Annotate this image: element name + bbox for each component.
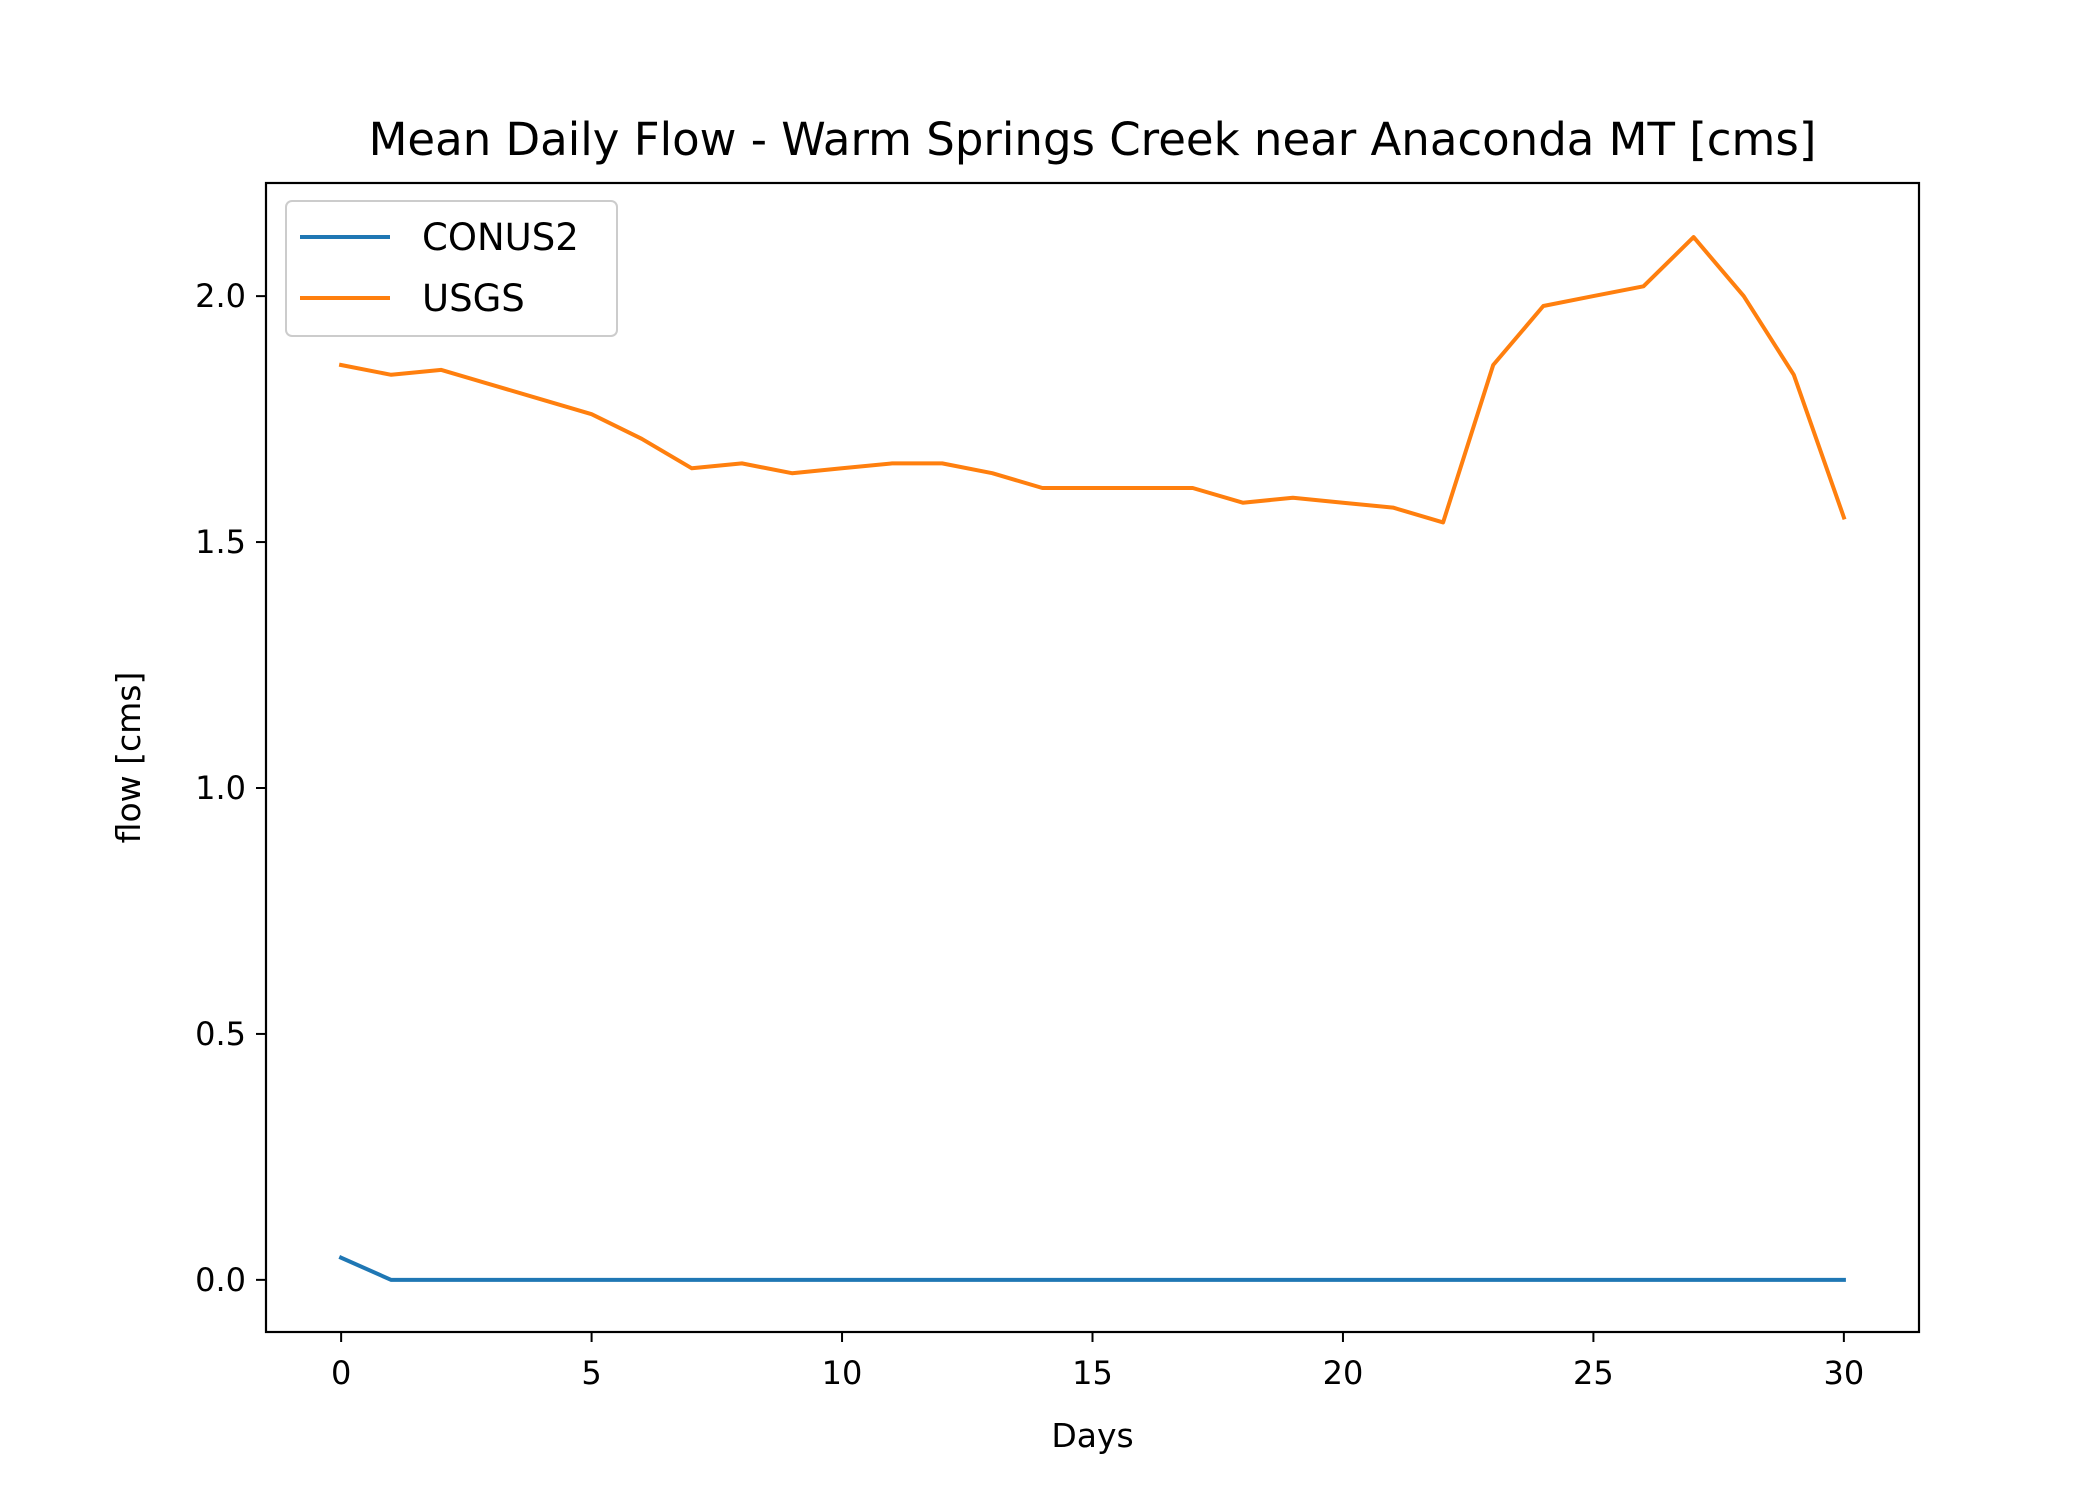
y-tick-label: 1.0 [195,769,246,807]
chart-title: Mean Daily Flow - Warm Springs Creek nea… [369,113,1817,166]
y-axis-label: flow [cms] [109,672,148,844]
y-tick-label: 0.5 [195,1015,246,1053]
x-tick-label: 15 [1072,1354,1113,1392]
legend: CONUS2 USGS [285,200,618,337]
y-tick-label: 1.5 [195,523,246,561]
legend-box [285,200,618,337]
y-axis: 0.0 0.5 1.0 1.5 2.0 [195,277,266,1299]
legend-label: USGS [422,277,525,320]
series-line-usgs [338,235,1847,525]
x-tick-label: 30 [1824,1354,1865,1392]
series-layer [338,235,1847,1282]
x-tick-label: 0 [331,1354,351,1392]
x-axis: 0 5 10 15 20 25 30 [331,1332,1864,1392]
x-tick-label: 5 [581,1354,601,1392]
x-tick-label: 25 [1573,1354,1614,1392]
series-line-conus2 [338,1255,1846,1282]
y-tick-label: 2.0 [195,277,246,315]
legend-label: CONUS2 [422,216,579,259]
x-tick-label: 20 [1323,1354,1364,1392]
x-tick-label: 10 [822,1354,863,1392]
y-tick-label: 0.0 [195,1261,246,1299]
x-axis-label: Days [1051,1416,1133,1455]
